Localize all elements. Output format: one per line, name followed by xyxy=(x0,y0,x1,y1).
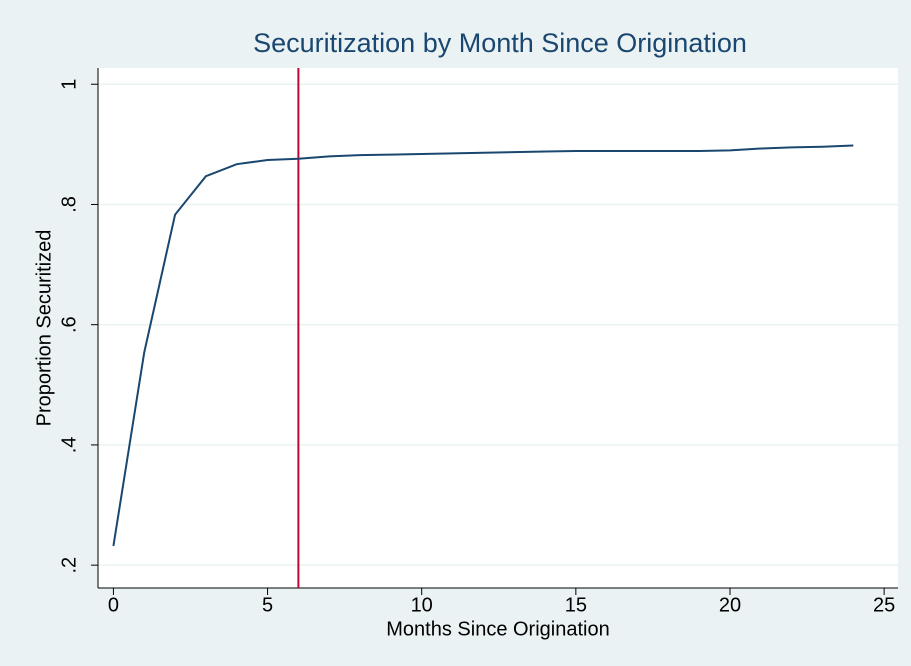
y-tick-label: .4 xyxy=(58,437,80,454)
x-tick-label: 10 xyxy=(411,594,433,616)
y-tick-label: .8 xyxy=(58,196,80,213)
plot-area xyxy=(98,68,898,588)
x-tick-label: 0 xyxy=(108,594,119,616)
y-tick-label: 1 xyxy=(58,79,80,90)
y-tick-label: .6 xyxy=(58,316,80,333)
y-axis-label: Proportion Securitized xyxy=(33,230,55,427)
x-tick-label: 5 xyxy=(262,594,273,616)
chart-title: Securitization by Month Since Originatio… xyxy=(253,28,747,58)
x-tick-label: 20 xyxy=(719,594,741,616)
x-axis-label: Months Since Origination xyxy=(386,618,609,640)
x-tick-label: 15 xyxy=(565,594,587,616)
data-line xyxy=(112,144,854,547)
x-tick-label: 25 xyxy=(873,594,895,616)
y-tick-label: .2 xyxy=(58,557,80,574)
